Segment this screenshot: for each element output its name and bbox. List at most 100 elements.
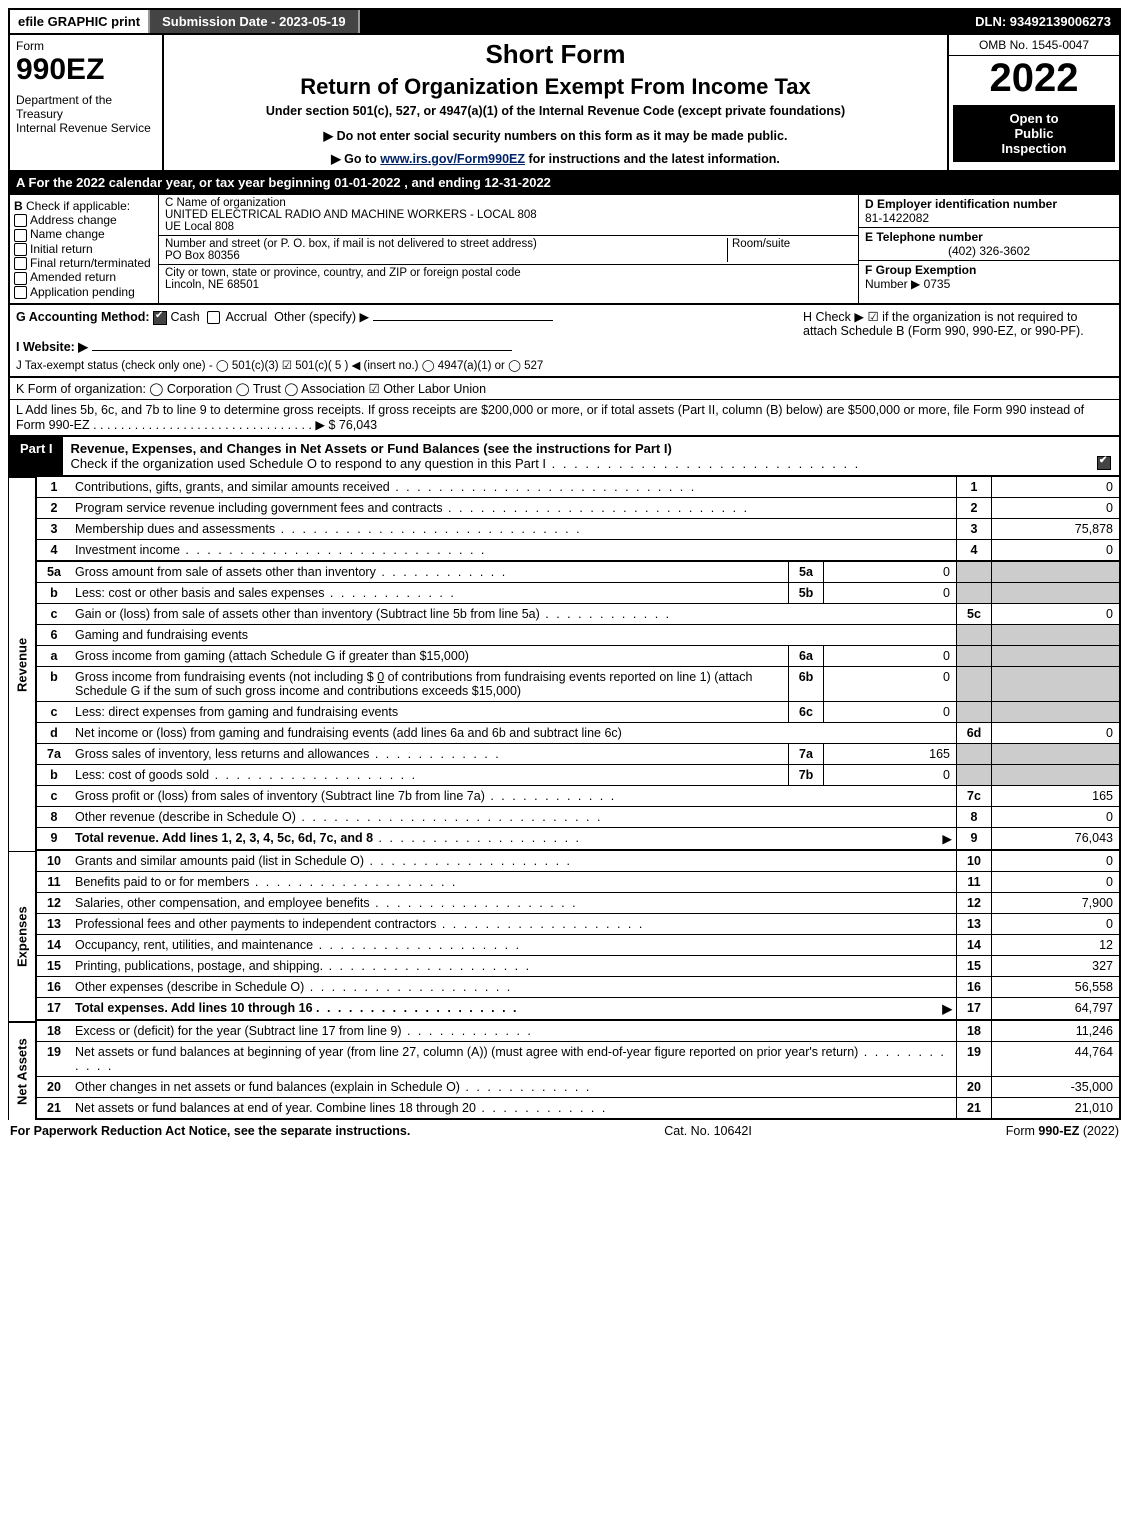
- part1-label: Part I: [10, 437, 63, 475]
- ghij-block: G Accounting Method: Cash Accrual Other …: [8, 305, 1121, 378]
- line-10: 10Grants and similar amounts paid (list …: [37, 851, 1121, 872]
- line-11: 11Benefits paid to or for members110: [37, 872, 1121, 893]
- dept-treasury: Department of the Treasury: [16, 93, 156, 121]
- line-6a-text: Gross income from gaming (attach Schedul…: [71, 646, 788, 666]
- line-6a-value: 0: [823, 646, 956, 666]
- line-16-text: Other expenses (describe in Schedule O): [71, 977, 956, 997]
- short-form-title: Short Form: [168, 39, 943, 70]
- group-exemption: Number ▶ 0735: [865, 277, 950, 291]
- expenses-label: Expenses: [8, 851, 37, 1021]
- line-3-value: 75,878: [991, 519, 1119, 539]
- line-20-text: Other changes in net assets or fund bala…: [71, 1077, 956, 1097]
- return-title: Return of Organization Exempt From Incom…: [168, 74, 943, 100]
- part1-title: Revenue, Expenses, and Changes in Net As…: [63, 437, 1119, 475]
- org-name: UNITED ELECTRICAL RADIO AND MACHINE WORK…: [165, 209, 537, 221]
- line-2: 2Program service revenue including gover…: [37, 498, 1121, 519]
- line-4-value: 0: [991, 540, 1119, 560]
- line-19: 19Net assets or fund balances at beginni…: [37, 1042, 1121, 1077]
- line-13: 13Professional fees and other payments t…: [37, 914, 1121, 935]
- line-9-value: 76,043: [991, 828, 1119, 849]
- line-15: 15Printing, publications, postage, and s…: [37, 956, 1121, 977]
- line-10-text: Grants and similar amounts paid (list in…: [71, 851, 956, 871]
- check-initial-return[interactable]: [14, 243, 27, 256]
- check-schedule-o[interactable]: [1097, 456, 1111, 470]
- footer-left: For Paperwork Reduction Act Notice, see …: [10, 1124, 410, 1138]
- org-address: PO Box 80356: [165, 250, 240, 262]
- line-5b-value: 0: [823, 583, 956, 603]
- header-left: Form 990EZ Department of the Treasury In…: [10, 35, 164, 170]
- line-5a-value: 0: [823, 562, 956, 582]
- line-20-value: -35,000: [991, 1077, 1119, 1097]
- line-3-text: Membership dues and assessments: [71, 519, 956, 539]
- check-final-return[interactable]: [14, 257, 27, 270]
- line-3: 3Membership dues and assessments375,878: [37, 519, 1121, 540]
- form-header: Form 990EZ Department of the Treasury In…: [8, 35, 1121, 172]
- check-name-change[interactable]: [14, 229, 27, 242]
- check-cash[interactable]: [153, 311, 167, 325]
- line-1: 1Contributions, gifts, grants, and simil…: [37, 477, 1121, 498]
- irs-link[interactable]: www.irs.gov/Form990EZ: [380, 152, 525, 166]
- line-7a-text: Gross sales of inventory, less returns a…: [71, 744, 788, 764]
- line-17-value: 64,797: [991, 998, 1119, 1019]
- line-15-value: 327: [991, 956, 1119, 976]
- line-9-text: Total revenue. Add lines 1, 2, 3, 4, 5c,…: [71, 828, 956, 849]
- other-method-input[interactable]: [373, 320, 553, 321]
- line-l: L Add lines 5b, 6c, and 7b to line 9 to …: [8, 400, 1121, 437]
- check-app-pending[interactable]: [14, 286, 27, 299]
- check-accrual[interactable]: [207, 311, 220, 324]
- ssn-warning: ▶ Do not enter social security numbers o…: [168, 128, 943, 143]
- box-b: B Check if applicable: Address change Na…: [10, 195, 159, 303]
- line-6d-text: Net income or (loss) from gaming and fun…: [71, 723, 956, 743]
- efile-print-label[interactable]: efile GRAPHIC print: [10, 10, 148, 33]
- line-5a-text: Gross amount from sale of assets other t…: [71, 562, 788, 582]
- line-17: 17Total expenses. Add lines 10 through 1…: [37, 998, 1121, 1021]
- info-grid: B Check if applicable: Address change Na…: [8, 195, 1121, 305]
- line-1-text: Contributions, gifts, grants, and simila…: [71, 477, 956, 497]
- line-6d-value: 0: [991, 723, 1119, 743]
- line-8-value: 0: [991, 807, 1119, 827]
- line-7c-text: Gross profit or (loss) from sales of inv…: [71, 786, 956, 806]
- line-6b-value: 0: [823, 667, 956, 701]
- line-7a-value: 165: [823, 744, 956, 764]
- line-11-text: Benefits paid to or for members: [71, 872, 956, 892]
- line-5c-text: Gain or (loss) from sale of assets other…: [71, 604, 956, 624]
- box-def: D Employer identification number 81-1422…: [858, 195, 1119, 303]
- ein: 81-1422082: [865, 211, 929, 225]
- check-address-change[interactable]: [14, 214, 27, 227]
- line-12: 12Salaries, other compensation, and empl…: [37, 893, 1121, 914]
- line-11-value: 0: [991, 872, 1119, 892]
- public-inspection-box: Open to Public Inspection: [953, 105, 1115, 162]
- line-21-text: Net assets or fund balances at end of ye…: [71, 1098, 956, 1118]
- check-amended-return[interactable]: [14, 272, 27, 285]
- line-6c-text: Less: direct expenses from gaming and fu…: [71, 702, 788, 722]
- netassets-label: Net Assets: [8, 1021, 37, 1120]
- tax-year: 2022: [949, 56, 1119, 101]
- footer: For Paperwork Reduction Act Notice, see …: [8, 1120, 1121, 1142]
- line-2-text: Program service revenue including govern…: [71, 498, 956, 518]
- website-input[interactable]: [92, 350, 512, 351]
- goto-line: ▶ Go to www.irs.gov/Form990EZ for instru…: [168, 151, 943, 166]
- line-10-value: 0: [991, 851, 1119, 871]
- footer-center: Cat. No. 10642I: [664, 1124, 752, 1138]
- line-13-text: Professional fees and other payments to …: [71, 914, 956, 934]
- org-name-2: UE Local 808: [165, 221, 234, 233]
- line-8-text: Other revenue (describe in Schedule O): [71, 807, 956, 827]
- line-15-text: Printing, publications, postage, and shi…: [71, 956, 956, 976]
- line-6-header: Gaming and fundraising events: [71, 625, 956, 645]
- line-5b-text: Less: cost or other basis and sales expe…: [71, 583, 788, 603]
- line-21-value: 21,010: [991, 1098, 1119, 1118]
- dln-label: DLN: 93492139006273: [967, 10, 1119, 33]
- line-12-value: 7,900: [991, 893, 1119, 913]
- line-14-value: 12: [991, 935, 1119, 955]
- line-6c-value: 0: [823, 702, 956, 722]
- line-6b-text: Gross income from fundraising events (no…: [71, 667, 788, 701]
- line-19-text: Net assets or fund balances at beginning…: [71, 1042, 956, 1076]
- line-16-value: 56,558: [991, 977, 1119, 997]
- line-12-text: Salaries, other compensation, and employ…: [71, 893, 956, 913]
- line-20: 20Other changes in net assets or fund ba…: [37, 1077, 1121, 1098]
- header-right: OMB No. 1545-0047 2022 Open to Public In…: [947, 35, 1119, 170]
- line-18-text: Excess or (deficit) for the year (Subtra…: [71, 1021, 956, 1041]
- top-bar: efile GRAPHIC print Submission Date - 20…: [8, 8, 1121, 35]
- line-1-value: 0: [991, 477, 1119, 497]
- line-7b-value: 0: [823, 765, 956, 785]
